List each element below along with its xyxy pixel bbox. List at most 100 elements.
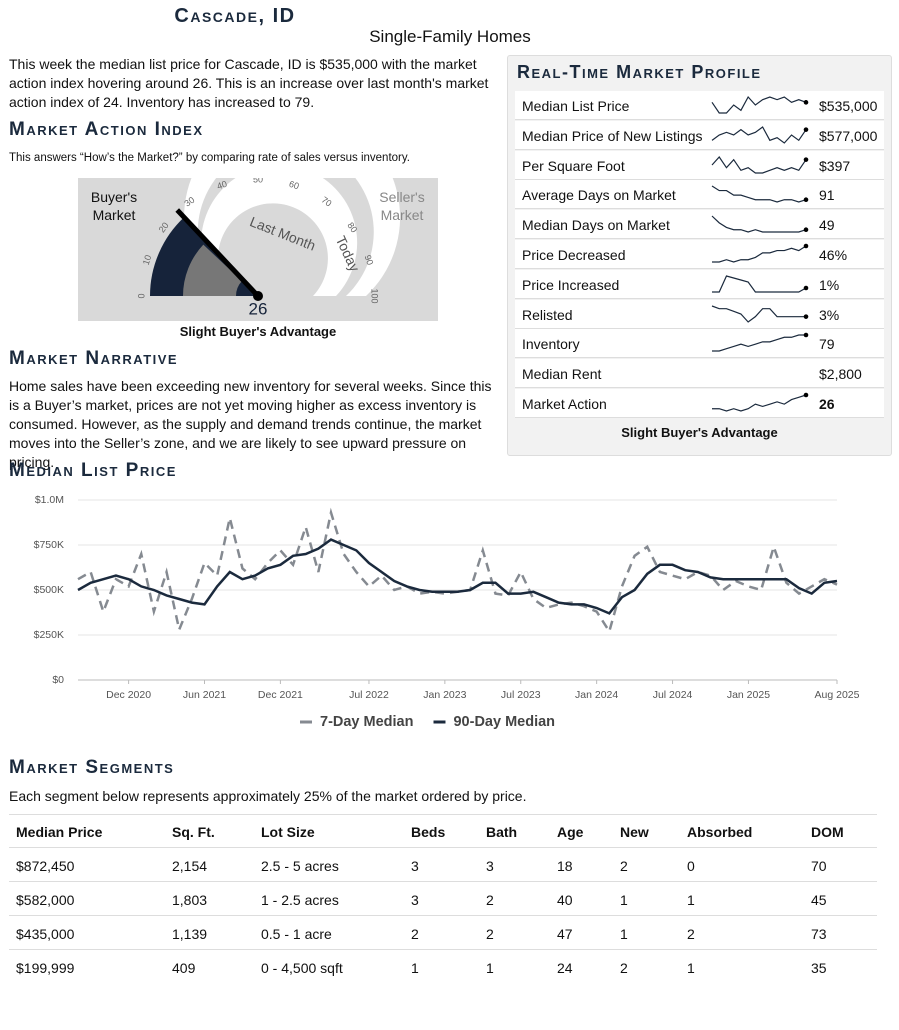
profile-row: Market Action 26 bbox=[515, 389, 884, 418]
y-tick-label: $1.0M bbox=[35, 494, 64, 506]
x-tick-label: Jan 2025 bbox=[727, 689, 770, 701]
table-cell: 1 bbox=[687, 960, 695, 976]
sparkline-end bbox=[803, 313, 809, 319]
column-header: New bbox=[620, 824, 649, 840]
gauge-tick-label: 80 bbox=[345, 220, 359, 234]
sparkline-end bbox=[803, 227, 809, 233]
intro-text: This week the median list price for Casc… bbox=[9, 56, 489, 110]
row-label: Price Increased bbox=[522, 276, 620, 293]
line-chart: $0 $250K $500K $750K $1.0M Dec 2020 Jun 2021 De… bbox=[34, 494, 860, 730]
row-label: Median Rent bbox=[522, 366, 602, 383]
sparkline bbox=[712, 275, 809, 293]
row-value: $2,800 bbox=[819, 366, 862, 383]
table-cell: 1,139 bbox=[172, 926, 208, 942]
sparkline bbox=[711, 125, 809, 144]
gauge-caption: Slight Buyer's Advantage bbox=[179, 324, 337, 339]
row-value: 79 bbox=[819, 336, 835, 353]
y-tick-label: $750K bbox=[34, 539, 64, 551]
table-cell: 47 bbox=[557, 926, 573, 942]
last-month-band bbox=[201, 178, 358, 296]
sparkline-line bbox=[711, 125, 807, 144]
sparkline bbox=[711, 95, 809, 114]
sparkline-line bbox=[712, 334, 806, 352]
table-cell: 1 bbox=[411, 960, 419, 976]
profile-row: Median Rent $2,800 bbox=[515, 359, 884, 389]
table-cell: 35 bbox=[811, 960, 827, 976]
row-label: Inventory bbox=[522, 336, 580, 353]
table-rule bbox=[9, 949, 877, 950]
row-value: 46% bbox=[819, 247, 848, 263]
table-cell: $199,999 bbox=[16, 960, 75, 976]
sparkline-end bbox=[803, 392, 809, 398]
row-label: Relisted bbox=[522, 306, 573, 323]
needle-hub bbox=[253, 291, 263, 301]
sparkline-end bbox=[803, 285, 809, 291]
table-cell: 1 - 2.5 acres bbox=[261, 892, 339, 908]
row-value: $577,000 bbox=[819, 127, 878, 144]
table-cell: 1 bbox=[620, 926, 628, 942]
column-header: Bath bbox=[486, 824, 518, 840]
gauge-tick-label: 10 bbox=[141, 254, 154, 267]
buyers-label: Buyer's Market bbox=[90, 189, 138, 223]
profile-box: Real-Time Market Profile Median List Pric… bbox=[507, 55, 892, 456]
table-cell: 45 bbox=[811, 892, 827, 908]
sparkline-line bbox=[711, 305, 806, 323]
row-value: 91 bbox=[819, 187, 835, 204]
column-header: Age bbox=[557, 824, 584, 840]
column-header: Sq. Ft. bbox=[172, 824, 215, 840]
gauge-tick-label: 20 bbox=[157, 220, 171, 234]
sparkline-end bbox=[803, 156, 809, 162]
x-tick-label: Dec 2020 bbox=[106, 689, 151, 701]
profile-title: Real-Time Market Profile bbox=[517, 62, 762, 82]
profile-row: Median Price of New Listings $577,000 bbox=[515, 120, 884, 150]
sparkline bbox=[711, 155, 809, 174]
narrative-text: Home sales have been exceeding new inven… bbox=[9, 378, 492, 470]
table-cell: 3 bbox=[486, 858, 494, 874]
sellers-label: Seller's Market bbox=[379, 189, 425, 223]
section-heading: Market Segments bbox=[9, 757, 175, 778]
table-cell: 2 bbox=[486, 926, 494, 942]
table-cell: 3 bbox=[411, 858, 419, 874]
sparkline-line bbox=[712, 275, 807, 293]
needle bbox=[175, 208, 260, 298]
table-cell: 70 bbox=[811, 858, 827, 874]
x-tick-label: Jul 2022 bbox=[349, 689, 389, 701]
row-label: Median Price of New Listings bbox=[522, 127, 703, 144]
description: This answers “How’s the Market?” by comp… bbox=[9, 152, 410, 164]
table-cell: 2,154 bbox=[172, 858, 208, 874]
row-label: Per Square Foot bbox=[522, 157, 625, 174]
table-cell: 40 bbox=[557, 892, 573, 908]
row-value: 3% bbox=[819, 306, 840, 323]
sparkline-end bbox=[803, 333, 809, 338]
table-cell: 3 bbox=[411, 892, 419, 908]
row-value: $397 bbox=[819, 157, 851, 174]
profile-row: Price Increased 1% bbox=[515, 269, 884, 299]
sparkline bbox=[711, 215, 809, 233]
table-cell: 2 bbox=[486, 892, 494, 908]
x-tick-label: Jul 2024 bbox=[653, 689, 693, 701]
gauge-tick-label: 0 bbox=[136, 293, 146, 298]
table-rule bbox=[9, 847, 877, 848]
profile-row: Price Decreased 46% bbox=[515, 240, 884, 269]
gauge-tick-label: 60 bbox=[288, 179, 301, 192]
table-rule bbox=[9, 881, 877, 882]
series-line bbox=[77, 538, 838, 615]
sparkline-end bbox=[803, 243, 809, 249]
legend-label: 7-Day Median bbox=[320, 714, 413, 730]
profile-row: Average Days on Market 91 bbox=[515, 180, 884, 210]
column-header: Lot Size bbox=[261, 824, 315, 840]
section-heading: Median List Price bbox=[9, 460, 177, 481]
table-cell: $435,000 bbox=[16, 926, 75, 942]
row-value: 49 bbox=[819, 217, 835, 234]
x-tick-label: Dec 2021 bbox=[258, 689, 303, 701]
table-cell: 18 bbox=[557, 858, 573, 874]
today-band bbox=[184, 178, 401, 296]
sparkline bbox=[712, 333, 809, 352]
gauge-tick-label: 40 bbox=[216, 179, 229, 192]
sparkline bbox=[712, 243, 809, 263]
y-tick-label: $0 bbox=[52, 674, 64, 686]
gauge-tick-label: 70 bbox=[320, 195, 334, 209]
sparkline-end bbox=[803, 197, 809, 203]
sparkline-line bbox=[711, 95, 807, 114]
sparkline-end bbox=[803, 127, 809, 132]
